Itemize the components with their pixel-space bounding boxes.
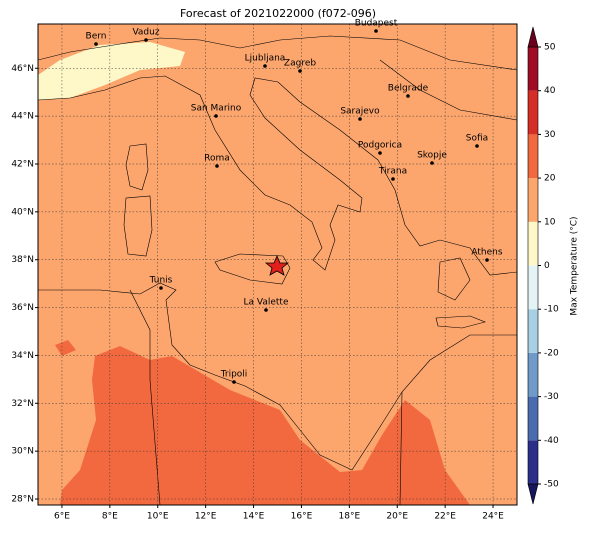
city-dot xyxy=(358,117,362,121)
cool-region xyxy=(38,42,185,100)
x-tick-label: 18°E xyxy=(339,512,361,522)
island xyxy=(435,315,486,329)
x-tick-label: 20°E xyxy=(386,512,408,522)
city-dot xyxy=(144,38,148,42)
colorbar-band xyxy=(528,221,538,266)
city-dot xyxy=(391,177,395,181)
border xyxy=(399,391,403,505)
x-tick-label: 16°E xyxy=(291,512,313,522)
colorbar-tick-label: 10 xyxy=(544,217,556,227)
city-label: Bern xyxy=(86,32,107,42)
city-label: Skopje xyxy=(417,151,447,161)
colorbar-tick-label: 50 xyxy=(544,43,556,53)
colorbar-band xyxy=(528,265,538,310)
city-label: Sarajevo xyxy=(340,107,380,117)
colorbar-band xyxy=(528,309,538,353)
colorbar-label: Max Temperature (°C) xyxy=(570,216,580,315)
city-label: Ljubljana xyxy=(245,54,286,64)
colorbar-band xyxy=(528,178,538,222)
city-dot xyxy=(298,69,302,73)
city-label: Tripoli xyxy=(220,370,248,380)
city-dot xyxy=(475,144,479,148)
y-tick-label: 30°N xyxy=(11,447,34,457)
y-tick-label: 28°N xyxy=(11,495,34,505)
y-tick-label: 42°N xyxy=(11,159,34,169)
city-label: Podgorica xyxy=(358,141,402,151)
city-dot xyxy=(94,42,98,46)
colorbar-band xyxy=(528,134,538,179)
colorbar-band xyxy=(528,440,538,484)
border xyxy=(129,289,161,505)
colorbar-tick-label: 0 xyxy=(544,261,550,271)
x-tick-label: 8°E xyxy=(102,512,118,522)
event-marker xyxy=(264,254,290,276)
colorbar-band xyxy=(528,47,538,91)
sea xyxy=(38,75,517,471)
colorbar-tick-label: -20 xyxy=(544,348,559,358)
x-tick-label: 12°E xyxy=(195,512,217,522)
border xyxy=(379,59,517,121)
colorbar-extend xyxy=(527,483,539,505)
y-tick-label: 32°N xyxy=(11,399,34,409)
city-label: Budapest xyxy=(355,19,398,29)
x-tick-label: 24°E xyxy=(482,512,504,522)
colorbar-band xyxy=(528,90,538,135)
city-dot xyxy=(214,114,218,118)
y-tick-label: 36°N xyxy=(11,303,34,313)
island xyxy=(437,257,471,301)
city-label: San Marino xyxy=(191,104,242,114)
map-frame xyxy=(37,23,518,506)
x-tick-label: 6°E xyxy=(54,512,70,522)
hot-region xyxy=(60,346,470,505)
city-dot xyxy=(406,94,410,98)
map-title: Forecast of 2021022000 (f072-096) xyxy=(180,7,376,20)
colorbar-tick-label: 30 xyxy=(544,130,556,140)
x-tick-label: 10°E xyxy=(147,512,169,522)
colorbar-tick-label: -40 xyxy=(544,436,559,446)
island xyxy=(125,143,149,191)
colorbar-band xyxy=(528,396,538,441)
city-dot xyxy=(485,258,489,262)
x-tick-label: 22°E xyxy=(434,512,456,522)
colorbar-extend xyxy=(527,26,539,48)
city-dot xyxy=(215,164,219,168)
city-dot xyxy=(232,380,236,384)
colorbar-tick-label: 20 xyxy=(544,174,556,184)
colorbar-tick-label: -30 xyxy=(544,392,559,402)
city-dot xyxy=(264,308,268,312)
colorbar-tick-label: 40 xyxy=(544,86,556,96)
colorbar-tick-label: -10 xyxy=(544,305,559,315)
island xyxy=(214,253,291,285)
city-dot xyxy=(378,151,382,155)
city-dot xyxy=(374,29,378,33)
city-label: Belgrade xyxy=(388,84,429,94)
island xyxy=(123,195,153,257)
x-tick-label: 14°E xyxy=(243,512,265,522)
city-label: Zagreb xyxy=(284,59,316,69)
y-tick-label: 44°N xyxy=(11,112,34,122)
hot-region xyxy=(55,340,76,356)
y-tick-label: 34°N xyxy=(11,351,34,361)
city-dot xyxy=(159,286,163,290)
city-label: La Valette xyxy=(244,298,289,308)
border xyxy=(38,35,517,71)
city-label: Tirana xyxy=(378,167,407,177)
colorbar-tick-label: -50 xyxy=(544,480,559,490)
colorbar-band xyxy=(528,352,538,397)
city-dot xyxy=(263,64,267,68)
y-tick-label: 38°N xyxy=(11,255,34,265)
city-label: Roma xyxy=(204,154,230,164)
y-tick-label: 46°N xyxy=(11,64,34,74)
city-dot xyxy=(430,161,434,165)
city-label: Vaduz xyxy=(132,28,159,38)
city-label: Tunis xyxy=(149,276,173,286)
city-label: Athens xyxy=(471,248,502,258)
y-tick-label: 40°N xyxy=(11,207,34,217)
city-label: Sofia xyxy=(466,134,488,144)
